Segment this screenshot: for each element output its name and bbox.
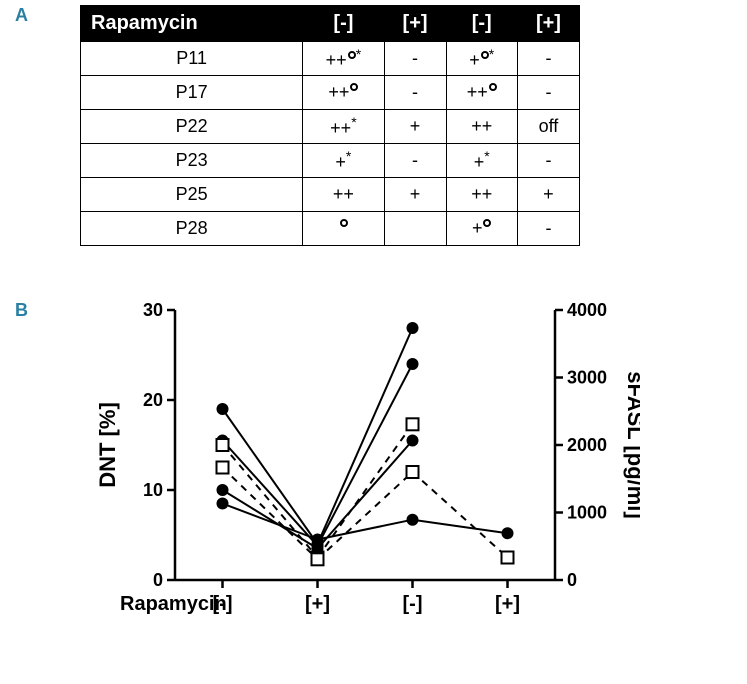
star-icon: * xyxy=(346,148,351,164)
circle-icon xyxy=(489,83,497,91)
table-cell: - xyxy=(384,144,446,178)
circle-icon xyxy=(348,51,356,59)
table-cell xyxy=(303,212,384,246)
circle-icon xyxy=(483,219,491,227)
table-row: P11++*-+*- xyxy=(81,42,580,76)
table-row: P28 +- xyxy=(81,212,580,246)
svg-text:DNT [%]: DNT [%] xyxy=(95,402,120,488)
svg-text:3000: 3000 xyxy=(567,368,607,388)
table-row: P25++++++ xyxy=(81,178,580,212)
circle-icon xyxy=(481,51,489,59)
table-cell: ++ xyxy=(303,76,384,110)
svg-text:4000: 4000 xyxy=(567,300,607,320)
circle-icon xyxy=(350,83,358,91)
star-icon: * xyxy=(351,114,356,130)
row-id: P28 xyxy=(81,212,303,246)
row-id: P17 xyxy=(81,76,303,110)
table-cell: - xyxy=(517,144,579,178)
svg-text:1000: 1000 xyxy=(567,503,607,523)
table-cell: +* xyxy=(303,144,384,178)
table-row: P17++-++- xyxy=(81,76,580,110)
table-cell: - xyxy=(517,212,579,246)
table-cell: ++ xyxy=(446,110,517,144)
table-cell: ++* xyxy=(303,110,384,144)
table-cell: ++ xyxy=(303,178,384,212)
table-cell: ++ xyxy=(446,76,517,110)
table-cell: +* xyxy=(446,144,517,178)
table-cell: off xyxy=(517,110,579,144)
svg-text:[+]: [+] xyxy=(305,593,330,615)
svg-text:2000: 2000 xyxy=(567,435,607,455)
table-cell: ++* xyxy=(303,42,384,76)
table-cell: - xyxy=(384,42,446,76)
panel-b-label: B xyxy=(15,300,28,321)
rapamycin-table: Rapamycin[-][+][-][+]P11++*-+*-P17++-++-… xyxy=(80,5,580,246)
svg-text:20: 20 xyxy=(143,390,163,410)
table-cell xyxy=(384,212,446,246)
svg-text:sFASL [pg/ml]: sFASL [pg/ml] xyxy=(623,371,640,519)
svg-text:30: 30 xyxy=(143,300,163,320)
table-cell: - xyxy=(384,76,446,110)
row-id: P23 xyxy=(81,144,303,178)
table-cell: +* xyxy=(446,42,517,76)
table-cell: + xyxy=(384,178,446,212)
table-cell: + xyxy=(446,212,517,246)
table-header-rapamycin: Rapamycin xyxy=(81,6,303,42)
svg-text:0: 0 xyxy=(567,570,577,590)
star-icon: * xyxy=(356,46,361,62)
svg-text:Rapamycin: Rapamycin xyxy=(120,593,227,615)
row-id: P25 xyxy=(81,178,303,212)
table-header-col2: [+] xyxy=(384,6,446,42)
table-row: P22++*+++off xyxy=(81,110,580,144)
star-icon: * xyxy=(489,46,494,62)
table-header-col4: [+] xyxy=(517,6,579,42)
table-cell: + xyxy=(384,110,446,144)
table-row: P23+*-+*- xyxy=(81,144,580,178)
star-icon: * xyxy=(484,148,489,164)
svg-text:10: 10 xyxy=(143,480,163,500)
panel-a-label: A xyxy=(15,5,28,26)
svg-text:0: 0 xyxy=(153,570,163,590)
dnt-sfasl-chart: 010203001000200030004000[-][+][-][+]Rapa… xyxy=(80,290,640,660)
table-cell: - xyxy=(517,42,579,76)
svg-text:[+]: [+] xyxy=(495,593,520,615)
table-cell: - xyxy=(517,76,579,110)
circle-icon xyxy=(340,219,348,227)
row-id: P11 xyxy=(81,42,303,76)
svg-text:[-]: [-] xyxy=(403,593,423,615)
table-header-col1: [-] xyxy=(303,6,384,42)
table-cell: + xyxy=(517,178,579,212)
table-header-col3: [-] xyxy=(446,6,517,42)
row-id: P22 xyxy=(81,110,303,144)
table-cell: ++ xyxy=(446,178,517,212)
